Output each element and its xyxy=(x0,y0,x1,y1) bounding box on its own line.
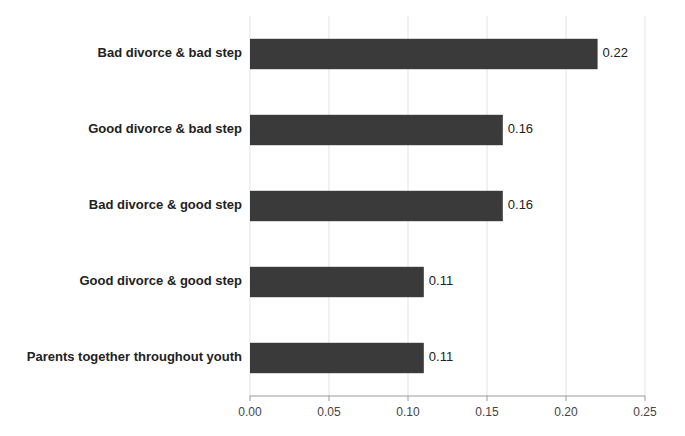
tick-label: 0.25 xyxy=(633,405,657,419)
category-label: Good divorce & good step xyxy=(79,273,242,288)
category-label: Good divorce & bad step xyxy=(88,121,242,136)
data-label: 0.11 xyxy=(429,349,453,364)
x-axis: 0.00 0.05 0.10 0.15 0.20 0.25 xyxy=(238,396,657,419)
bar xyxy=(250,115,503,145)
tick-mark xyxy=(645,396,646,401)
tick-label: 0.00 xyxy=(238,405,262,419)
data-label: 0.16 xyxy=(508,121,533,136)
category-label: Parents together throughout youth xyxy=(27,349,242,364)
data-labels: 0.11 0.11 0.16 0.16 0.22 xyxy=(429,45,628,364)
category-label: Bad divorce & good step xyxy=(89,197,242,212)
tick-label: 0.20 xyxy=(554,405,578,419)
bars xyxy=(250,39,598,373)
grid-line xyxy=(566,16,567,396)
data-label: 0.16 xyxy=(508,197,533,212)
tick-label: 0.05 xyxy=(317,405,341,419)
chart-svg: 0.00 0.05 0.10 0.15 0.20 0.25 Parents together… xyxy=(0,0,685,436)
data-label: 0.11 xyxy=(429,273,453,288)
y-axis: Parents together throughout youth Good di… xyxy=(27,45,242,364)
tick-mark xyxy=(487,396,488,401)
bar xyxy=(250,267,424,297)
grid-line xyxy=(645,16,646,396)
bar xyxy=(250,191,503,221)
chart-container: 0.00 0.05 0.10 0.15 0.20 0.25 Parents together… xyxy=(0,0,685,436)
tick-mark xyxy=(250,396,251,401)
bar xyxy=(250,39,598,69)
data-label: 0.22 xyxy=(603,45,628,60)
category-label: Bad divorce & bad step xyxy=(98,45,243,60)
axis-line xyxy=(250,396,645,397)
tick-mark xyxy=(329,396,330,401)
bar xyxy=(250,343,424,373)
grid xyxy=(250,16,645,396)
tick-mark xyxy=(566,396,567,401)
tick-label: 0.15 xyxy=(475,405,499,419)
tick-label: 0.10 xyxy=(396,405,420,419)
tick-mark xyxy=(408,396,409,401)
